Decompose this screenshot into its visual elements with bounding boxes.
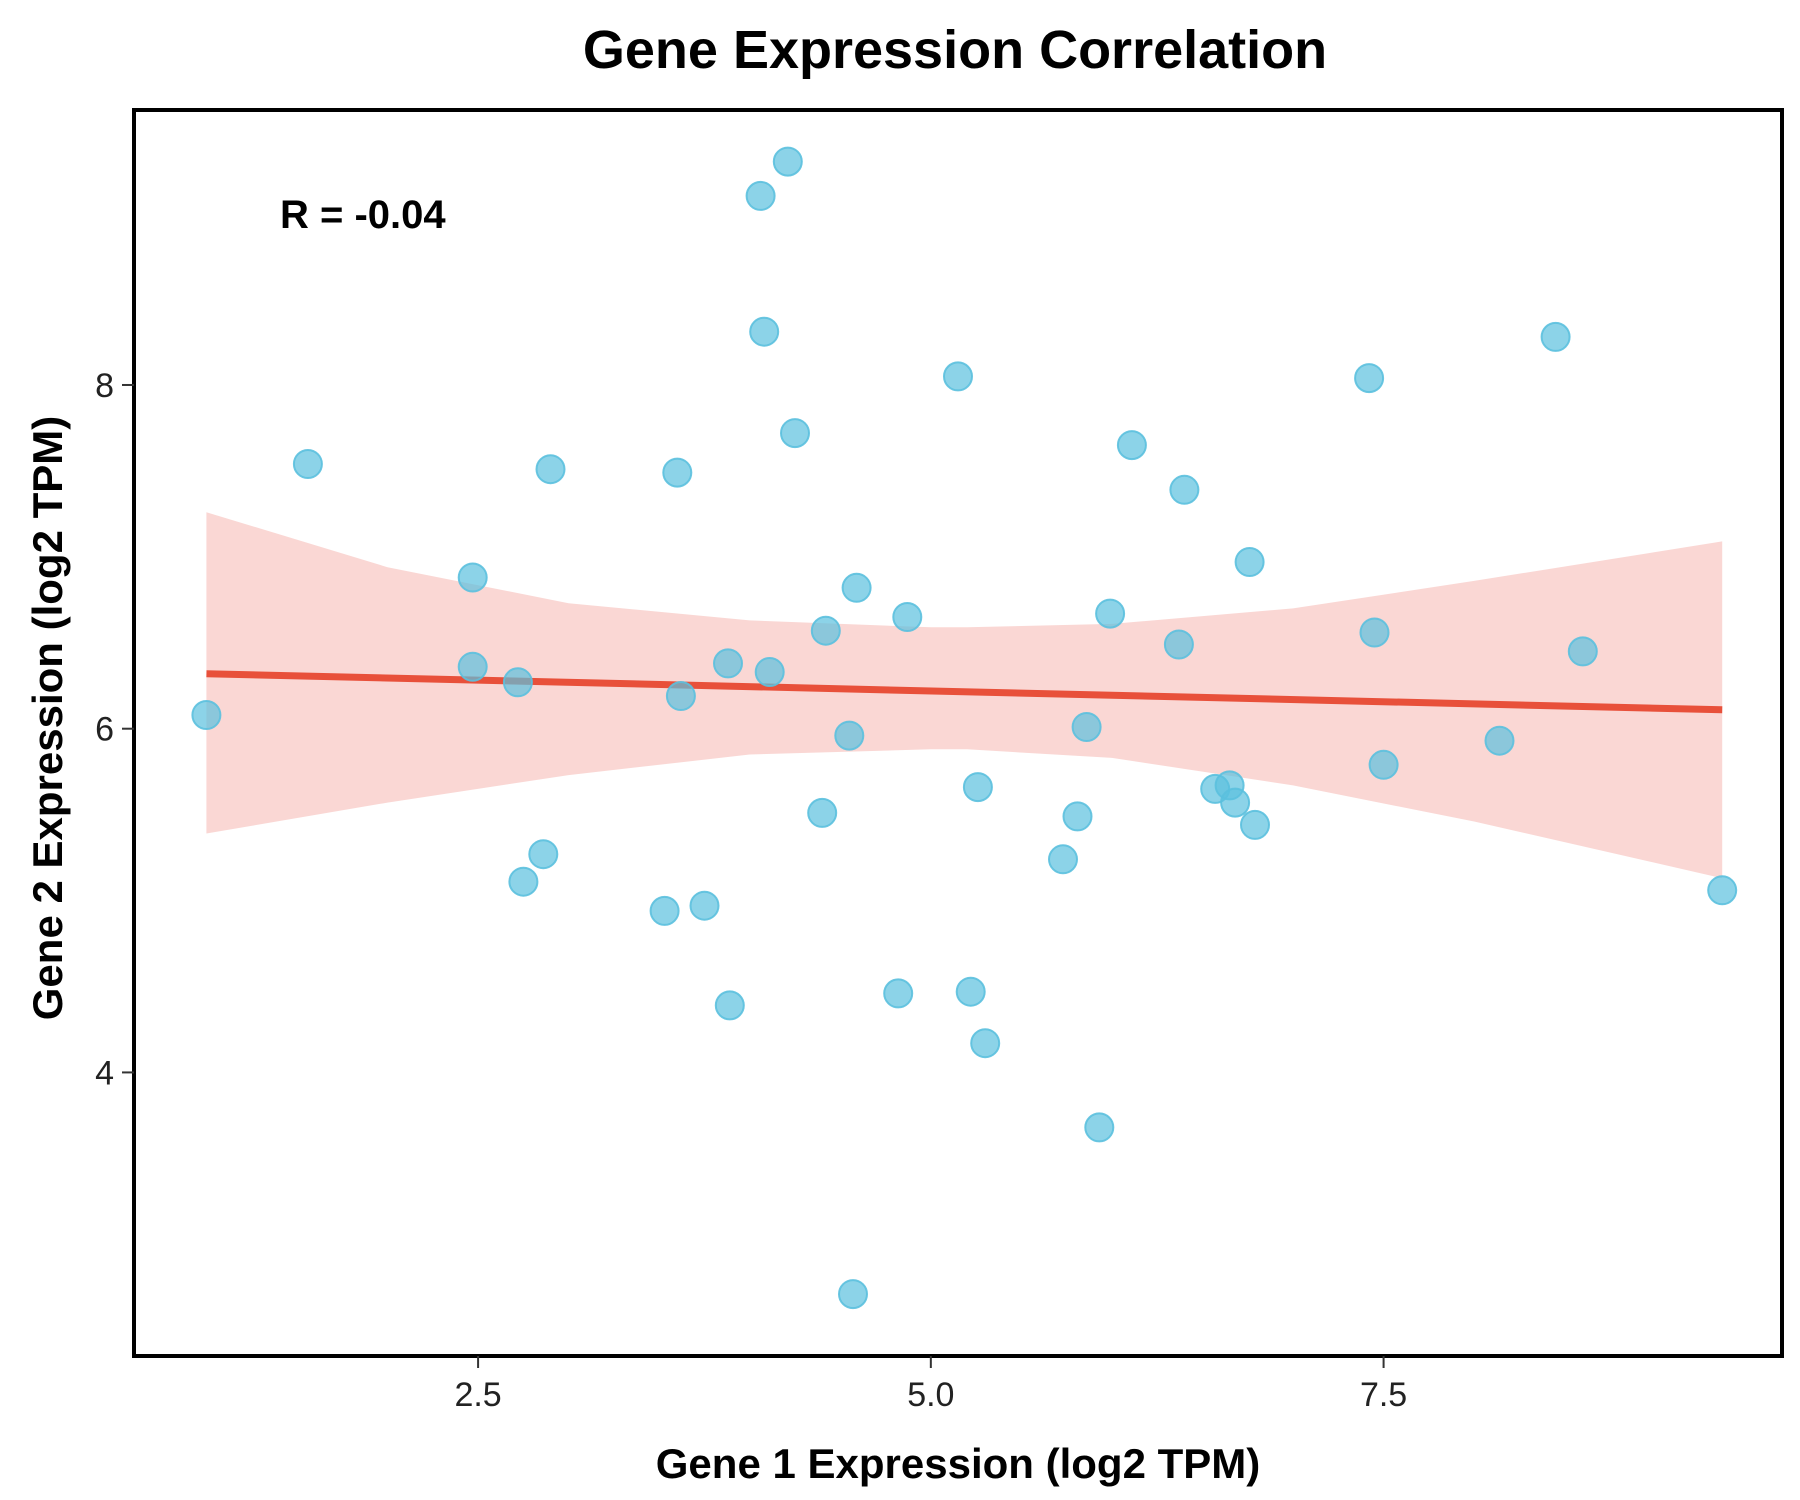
- data-point-10: [662, 457, 693, 488]
- data-point-41: [1220, 787, 1251, 818]
- data-point-31: [1048, 844, 1078, 875]
- data-point-38: [1169, 474, 1200, 505]
- data-point-49: [1567, 636, 1598, 667]
- data-point-18: [772, 146, 803, 177]
- data-point-26: [892, 602, 923, 632]
- data-point-28: [955, 976, 986, 1007]
- data-point-4: [457, 651, 488, 682]
- data-point-47: [1484, 725, 1515, 756]
- data-point-48: [1540, 321, 1571, 352]
- data-point-50: [1707, 875, 1738, 906]
- data-point-44: [1354, 363, 1385, 394]
- data-point-46: [1368, 749, 1399, 780]
- data-point-15: [745, 180, 776, 211]
- data-point-43: [1240, 809, 1270, 840]
- data-point-7: [528, 839, 559, 870]
- data-point-25: [883, 978, 914, 1009]
- data-point-27: [943, 361, 973, 392]
- data-point-16: [749, 316, 780, 347]
- data-point-35: [1095, 598, 1126, 629]
- data-point-9: [649, 895, 680, 926]
- correlation-annotation: R = -0.04: [280, 193, 446, 237]
- data-point-14: [714, 990, 745, 1021]
- data-point-5: [502, 667, 533, 698]
- x-tick-label: 7.5: [1360, 1376, 1407, 1414]
- y-axis-ticks: 4 6 8: [95, 367, 134, 1092]
- y-tick-label: 6: [95, 711, 114, 749]
- data-point-36: [1116, 430, 1147, 461]
- y-tick-label: 4: [95, 1054, 114, 1092]
- chart-title: Gene Expression Correlation: [583, 20, 1327, 80]
- data-point-29: [962, 772, 993, 803]
- data-point-2: [292, 449, 323, 479]
- points-layer: [191, 146, 1738, 1310]
- data-point-37: [1163, 629, 1194, 660]
- data-point-21: [810, 615, 841, 646]
- x-tick-label: 5.0: [907, 1376, 954, 1414]
- data-point-42: [1234, 547, 1265, 577]
- x-tick-label: 2.5: [454, 1376, 501, 1414]
- data-point-19: [780, 418, 810, 449]
- data-point-24: [838, 1279, 868, 1310]
- data-point-34: [1084, 1112, 1115, 1143]
- data-point-17: [754, 657, 785, 687]
- data-point-45: [1359, 617, 1390, 648]
- data-point-22: [834, 720, 865, 751]
- y-axis-label: Gene 2 Expression (log2 TPM): [24, 416, 71, 1020]
- data-point-33: [1071, 712, 1102, 742]
- x-axis-label: Gene 1 Expression (log2 TPM): [656, 1440, 1260, 1487]
- fit-line-layer: [206, 670, 1723, 714]
- data-point-3: [457, 562, 488, 593]
- data-point-11: [665, 681, 696, 711]
- data-point-23: [841, 572, 872, 603]
- regression-line: [206, 670, 1723, 714]
- data-point-20: [807, 797, 838, 828]
- data-point-1: [191, 700, 222, 730]
- data-point-12: [689, 890, 720, 921]
- data-point-13: [713, 648, 743, 679]
- data-point-8: [535, 454, 566, 485]
- plot-frame: [132, 108, 1784, 1358]
- data-point-6: [508, 866, 539, 897]
- data-point-32: [1062, 801, 1093, 832]
- y-tick-label: 8: [95, 367, 114, 405]
- data-point-30: [970, 1028, 1001, 1059]
- x-axis-ticks: 2.5 5.0 7.5: [454, 1356, 1407, 1414]
